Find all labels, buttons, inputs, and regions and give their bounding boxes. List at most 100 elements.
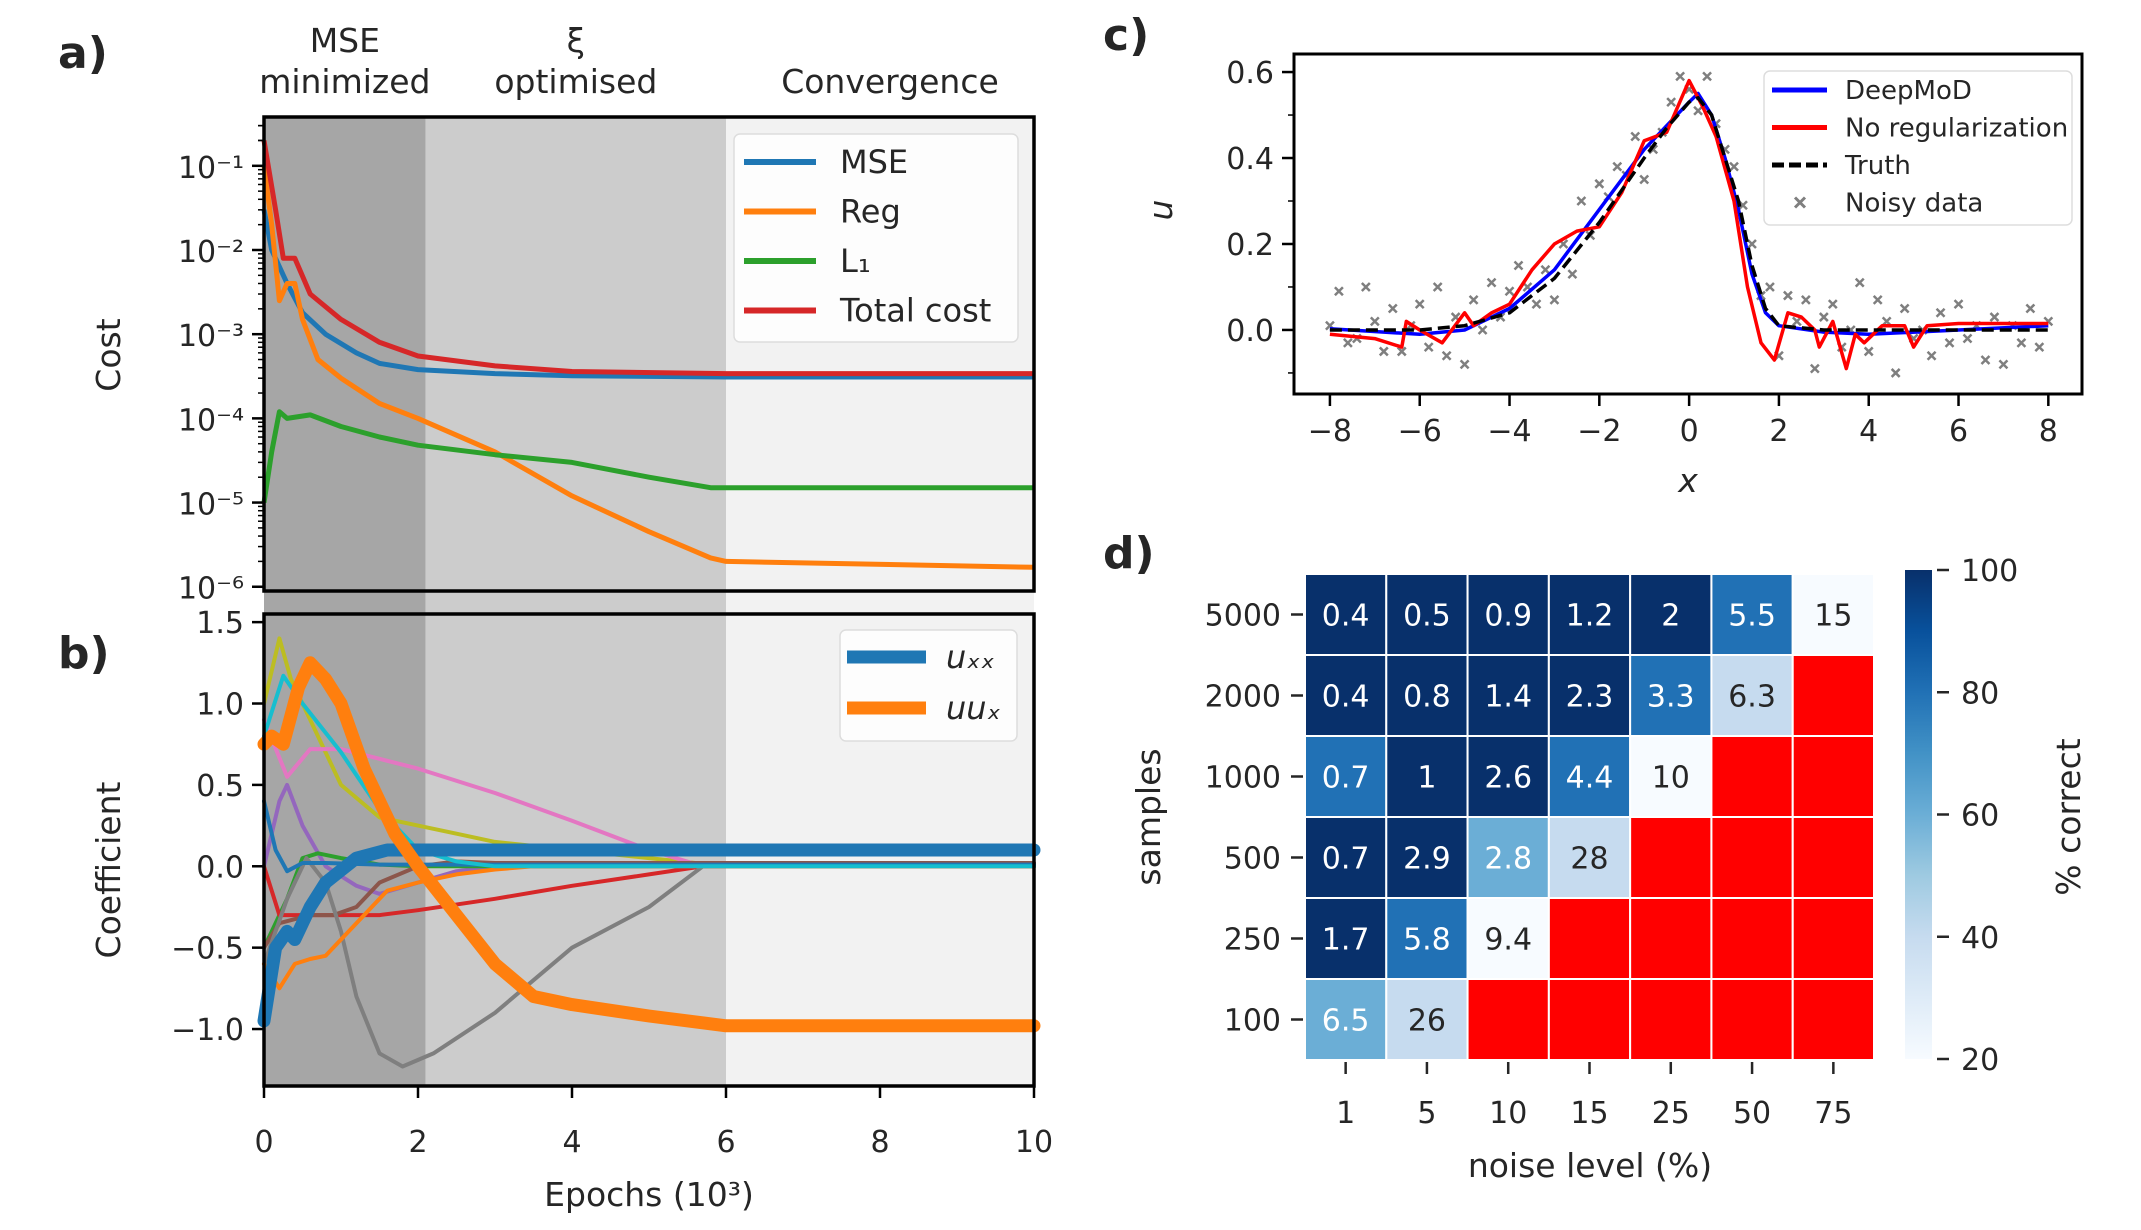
cell-annotation: 9.4 <box>1484 923 1532 958</box>
cell-annotation: 10 <box>1652 761 1690 796</box>
y-tick-label: 1000 <box>1205 761 1281 796</box>
heatmap-cell <box>1304 978 1388 1061</box>
heatmap-cell <box>1629 735 1713 818</box>
noisy-data-point <box>2034 342 2045 353</box>
noisy-data-point <box>1953 299 1964 310</box>
heatmap-cell <box>1629 573 1713 656</box>
x-tick-label: 6 <box>716 1125 735 1160</box>
y-tick-label: 100 <box>1224 1004 1281 1039</box>
heatmap-cell <box>1466 816 1550 899</box>
noisy-data-point <box>1334 286 1344 297</box>
x-axis-label: Epochs (10³) <box>544 1175 754 1214</box>
noisy-data-point <box>1540 264 1551 275</box>
cell-annotation: 2.3 <box>1566 680 1614 715</box>
coefficient-line-uuₓ <box>257 656 1041 1033</box>
noisy-data-point <box>1459 359 1470 370</box>
legend-entry: Noisy data <box>1845 189 1983 219</box>
cell-annotation: 1.7 <box>1322 923 1370 958</box>
heatmap-cell <box>1304 816 1388 899</box>
legend <box>1763 70 2073 226</box>
cell-annotation: 26 <box>1408 1004 1446 1039</box>
noisy-data-point <box>1441 350 1452 361</box>
y-tick-label: 10⁻⁶ <box>178 572 244 607</box>
colorbar <box>1905 570 1932 1059</box>
heatmap-cell <box>1710 897 1794 980</box>
noisy-data-point <box>1477 325 1488 335</box>
cell-annotation: 2.6 <box>1484 761 1532 796</box>
y-axis-label: Coefficient <box>89 781 128 958</box>
heatmap-cell <box>1466 573 1550 656</box>
noisy-data-point <box>1594 178 1605 189</box>
noisy-data-point <box>1899 303 1910 314</box>
series-line-truth <box>1329 96 2049 332</box>
heatmap-cell <box>1304 897 1388 980</box>
heatmap-cell <box>1791 816 1875 899</box>
y-tick-label: 500 <box>1224 842 1281 877</box>
heatmap-cell <box>1710 978 1794 1061</box>
x-tick-label: 25 <box>1652 1096 1690 1131</box>
phase-label: optimised <box>494 62 657 101</box>
x-tick-label: 1 <box>1336 1096 1355 1131</box>
coefficient-line-4 <box>262 864 1036 918</box>
y-axis-label: Cost <box>89 318 128 391</box>
y-tick-label: −0.5 <box>171 932 244 967</box>
cell-annotation: 6.3 <box>1728 680 1776 715</box>
noisy-data-point <box>1378 346 1389 357</box>
noisy-data-point <box>1747 239 1757 249</box>
heatmap-cell <box>1710 654 1794 737</box>
heatmap-cell <box>1547 978 1632 1061</box>
cell-annotation: 1.4 <box>1484 680 1532 715</box>
noisy-data-point <box>1765 282 1775 292</box>
heatmap-cell <box>1629 897 1713 980</box>
axes-frame <box>262 612 1036 1088</box>
noisy-data-point <box>1980 355 1991 365</box>
coefficient-line-7 <box>262 864 1036 991</box>
x-tick-label: −2 <box>1577 414 1621 449</box>
x-tick-label: 4 <box>1859 414 1878 449</box>
heatmap-cell <box>1466 735 1550 818</box>
x-tick-label: 4 <box>562 1125 581 1160</box>
x-tick-label: 5 <box>1417 1096 1436 1131</box>
legend-entry: L₁ <box>840 242 871 280</box>
y-tick-label: 10⁻³ <box>178 319 244 354</box>
y-tick-label: 0.6 <box>1226 56 1274 91</box>
noisy-data-point <box>1783 290 1793 301</box>
cell-annotation: 0.7 <box>1322 761 1370 796</box>
noisy-data-point <box>1729 161 1739 172</box>
colorbar-tick-label: 100 <box>1961 554 2018 589</box>
noisy-data-point <box>1486 277 1497 288</box>
cell-annotation: 15 <box>1814 599 1852 634</box>
y-tick-label: 10⁻¹ <box>178 151 244 186</box>
noisy-data-point <box>1360 282 1371 292</box>
noisy-data-point <box>1531 299 1542 310</box>
y-tick-label: 0.5 <box>196 769 244 804</box>
x-tick-label: 15 <box>1570 1096 1608 1131</box>
heatmap-cell <box>1710 735 1794 818</box>
phase-label-line1: MSE <box>310 21 380 60</box>
colorbar-tick-label: 80 <box>1961 676 1999 711</box>
noisy-data-point <box>1800 294 1811 305</box>
x-tick-label: −6 <box>1398 414 1442 449</box>
heatmap-cell <box>1547 897 1632 980</box>
x-tick-label: 50 <box>1733 1096 1771 1131</box>
x-tick-label: 0 <box>254 1125 273 1160</box>
noisy-data-point <box>1666 97 1677 108</box>
phase-label: minimized <box>259 62 430 101</box>
cell-annotation: 2 <box>1661 599 1680 634</box>
noisy-data-point <box>1369 316 1380 327</box>
legend-swatch <box>1793 196 1807 209</box>
noisy-data-point <box>2016 337 2027 348</box>
panel-label-a: a) <box>58 28 108 79</box>
panel-a-cost-plot: 10⁻¹ 10⁻² 10⁻³ 10⁻⁴ 10⁻⁵ 10⁻⁶ Cost MSE Reg L₁ Tota… <box>89 115 1036 607</box>
y-tick-label: 250 <box>1224 923 1281 958</box>
cell-annotation: 1 <box>1417 761 1436 796</box>
y-tick-label: 10⁻² <box>178 235 244 270</box>
panel-label-c: c) <box>1103 10 1149 61</box>
cell-annotation: 2.8 <box>1484 842 1532 877</box>
series-line-3 <box>261 140 1034 377</box>
heatmap-cell <box>1385 978 1469 1061</box>
series-line-2 <box>261 409 1034 503</box>
legend-entry: MSE <box>840 143 908 181</box>
noisy-data-point <box>1693 105 1703 116</box>
